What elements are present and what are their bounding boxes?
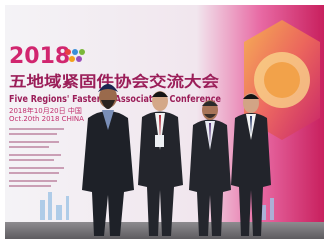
page: {"banner": {"year": "2018", "title_cn": … xyxy=(0,0,329,242)
nut-core xyxy=(264,62,300,98)
year: 2018 xyxy=(9,44,70,69)
photo: 2018 五地域紧固件协会交流大会 Five Regions' Fastener… xyxy=(0,0,329,242)
date-cn: 2018年10月20日 中国 xyxy=(9,106,82,115)
date-en: Oct.20th 2018 CHINA xyxy=(9,115,84,123)
